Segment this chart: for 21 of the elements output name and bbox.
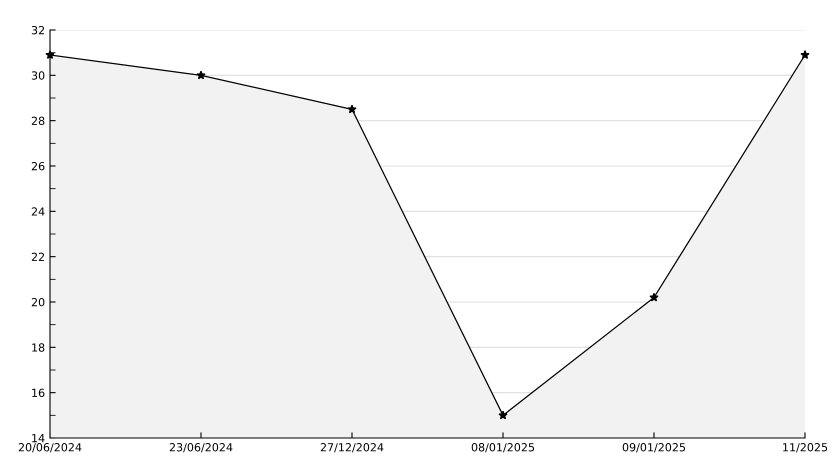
x-tick-label: 09/01/2025 [622, 443, 686, 452]
y-tick-label: 30 [32, 71, 44, 80]
point [800, 50, 810, 59]
x-tick-label: 08/01/2025 [472, 443, 534, 452]
x-tick-label: 27/12/2024 [320, 443, 384, 452]
y-tick-label: 28 [32, 116, 44, 126]
x-tick-label: 23/06/2024 [170, 443, 232, 452]
y-tick-label: 26 [32, 162, 44, 170]
y-tick-label: 24 [32, 207, 45, 216]
y-tick-label: 20 [32, 298, 44, 306]
point [196, 70, 206, 80]
point [649, 292, 659, 302]
y-tick-label: 22 [32, 252, 44, 261]
x-tick-label: 20/06/2024 [18, 443, 82, 452]
y-tick-label: 14 [32, 434, 45, 442]
y-tick-label: 16 [32, 388, 44, 398]
point [347, 104, 357, 114]
y-tick-label: 32 [32, 26, 44, 34]
x-tick-label: 11/2025 [783, 443, 828, 452]
point [498, 410, 508, 420]
y-tick-label: 18 [32, 343, 44, 352]
